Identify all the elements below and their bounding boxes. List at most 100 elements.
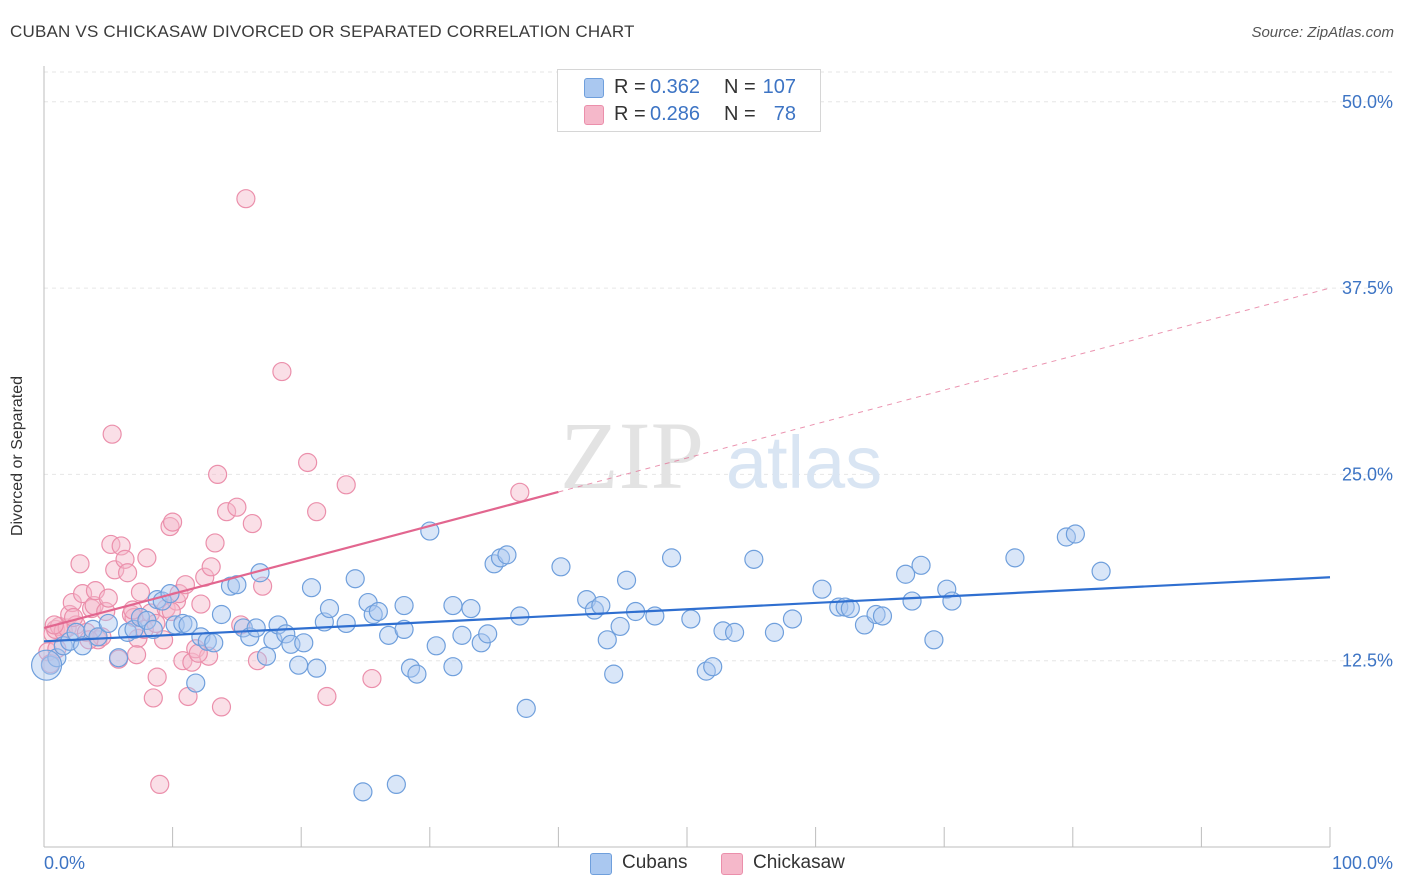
chickasaw-point — [217, 502, 237, 522]
cubans-point — [937, 579, 957, 599]
axis-layer — [43, 66, 1331, 848]
chickasaw-point — [130, 582, 151, 602]
cubans-point — [764, 622, 785, 642]
cubans-legend-swatch — [590, 853, 612, 875]
cubans-point — [88, 627, 108, 647]
cubans-point — [394, 619, 414, 640]
watermark-atlas: atlas — [726, 421, 882, 504]
cubans-point — [40, 655, 61, 675]
series-chickasaw-points — [38, 189, 530, 795]
chickasaw-point — [205, 533, 225, 553]
chickasaw-point — [147, 667, 167, 687]
cubans-point — [872, 606, 893, 626]
chickasaw-point — [70, 554, 90, 574]
watermark: ZIP atlas — [560, 402, 882, 509]
grid-layer — [44, 71, 1392, 662]
cubans-point — [724, 622, 745, 642]
cubans-point — [307, 658, 327, 678]
r-value: 0.286 — [650, 103, 701, 125]
cubans-point — [924, 630, 944, 650]
cubans-point — [98, 613, 118, 634]
chickasaw-point — [317, 686, 337, 707]
cubans-point — [551, 557, 571, 577]
r-label: R = — [614, 103, 646, 125]
cubans-point — [294, 633, 314, 653]
cubans-point — [516, 698, 536, 718]
chickasaw-point — [211, 697, 232, 717]
cubans-point — [577, 589, 597, 610]
chickasaw-trend-line-extension — [558, 287, 1331, 493]
cubans-point — [426, 636, 446, 656]
chickasaw-point — [242, 513, 262, 534]
cubans-point — [840, 598, 860, 619]
y-tick-label: 25.0% — [1342, 464, 1393, 484]
chickasaw-point — [208, 464, 228, 485]
stats-legend: R = 0.362 N = 107 R = 0.286 N = 78 — [557, 69, 821, 132]
cubans-point — [812, 579, 832, 599]
trend-layer — [43, 287, 1331, 643]
chickasaw-point — [362, 668, 382, 689]
y-axis-label: Divorced or Separated — [9, 375, 26, 537]
cubans-point — [610, 616, 630, 637]
cubans-point — [597, 630, 617, 650]
cubans-swatch — [584, 78, 604, 98]
chickasaw-point — [201, 557, 221, 577]
cubans-point — [301, 578, 322, 598]
n-value: 107 — [762, 76, 796, 98]
y-tick-label: 12.5% — [1342, 651, 1393, 671]
n-value: 78 — [773, 103, 796, 125]
cubans-point — [866, 604, 886, 625]
chickasaw-point — [510, 482, 530, 502]
chickasaw-trend-line — [43, 490, 559, 629]
cubans-point — [744, 549, 764, 569]
cubans-point — [1091, 561, 1111, 581]
cubans-point — [497, 545, 517, 565]
tick-labels: 12.5% 25.0% 37.5% 50.0% 0.0% 100.0% — [44, 92, 1393, 873]
chickasaw-point — [98, 588, 118, 608]
cubans-point — [616, 570, 637, 590]
chickasaw-point — [336, 475, 356, 495]
chickasaw-point — [101, 534, 121, 555]
cubans-point — [227, 575, 247, 595]
cubans-trend-line — [43, 576, 1331, 643]
x-tick-label: 0.0% — [44, 853, 85, 873]
n-label: N = — [724, 76, 756, 98]
legend-label-chickasaw: Chickasaw — [753, 852, 845, 873]
cubans-point — [336, 613, 356, 634]
cubans-point — [896, 564, 916, 584]
chickasaw-point — [272, 361, 292, 382]
cubans-point — [289, 655, 309, 675]
cubans-point — [478, 624, 498, 644]
r-label: R = — [614, 76, 646, 98]
cubans-point — [902, 591, 922, 611]
cubans-point — [186, 673, 206, 693]
cubans-point — [452, 625, 472, 645]
cubans-point — [661, 548, 682, 568]
chart-title: CUBAN VS CHICKASAW DIVORCED OR SEPARATED… — [10, 22, 635, 41]
chickasaw-point — [143, 688, 163, 708]
chickasaw-swatch — [584, 105, 604, 125]
chickasaw-point — [137, 548, 157, 568]
cubans-point — [220, 576, 241, 596]
chickasaw-point — [126, 645, 147, 665]
chart-source: Source: ZipAtlas.com — [1251, 24, 1394, 41]
chickasaw-point — [191, 594, 211, 614]
cubans-point — [256, 646, 277, 666]
cubans-point — [681, 609, 701, 629]
chickasaw-point — [307, 502, 327, 522]
cubans-point — [72, 636, 93, 656]
cubans-point — [591, 595, 611, 616]
chickasaw-point — [236, 189, 256, 209]
chickasaw-point — [150, 774, 170, 795]
cubans-point — [30, 649, 63, 681]
cubans-point — [211, 604, 232, 625]
cubans-point — [108, 648, 129, 668]
y-tick-label: 37.5% — [1342, 278, 1393, 298]
cubans-point — [386, 774, 406, 795]
cubans-point — [394, 595, 414, 616]
cubans-point — [319, 598, 340, 619]
legend-label-cubans: Cubans — [622, 852, 688, 873]
x-tick-label: 100.0% — [1332, 853, 1393, 873]
cubans-point — [353, 782, 373, 802]
